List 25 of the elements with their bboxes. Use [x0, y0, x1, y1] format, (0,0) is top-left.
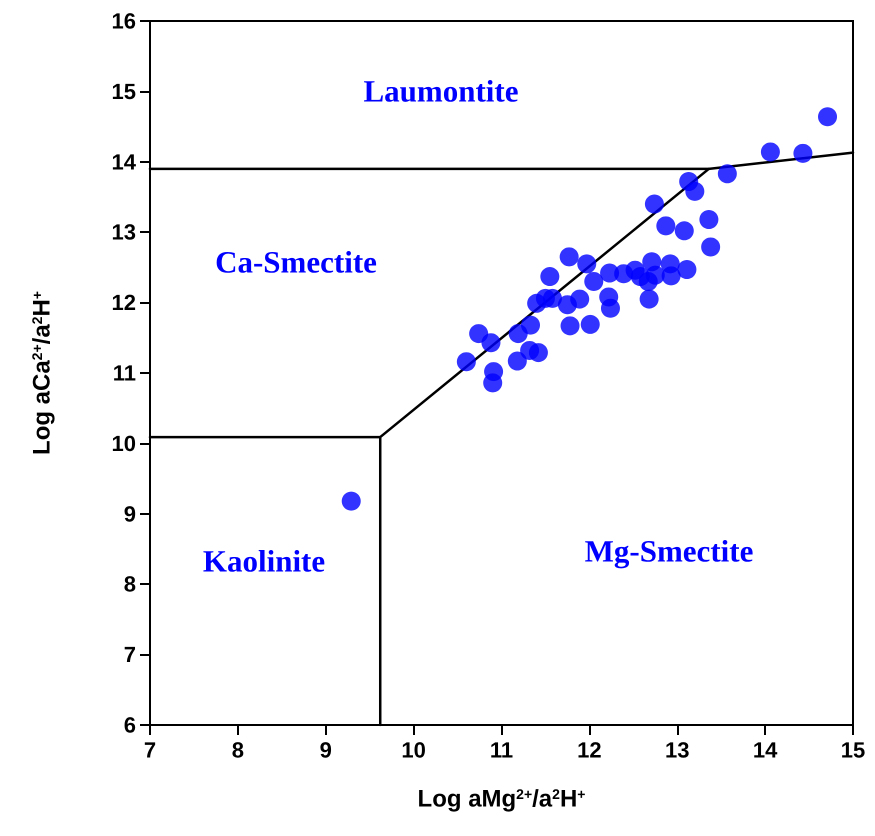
y-axis-title: Log aCa2+/a2H+: [28, 291, 56, 455]
y-tick-label: 11: [112, 360, 136, 386]
x-tick-label: 15: [840, 738, 866, 762]
y-tick-label: 10: [112, 430, 136, 456]
y-tick-label: 8: [124, 572, 136, 597]
x-tick-label: 8: [232, 738, 244, 762]
x-tick-label: 12: [577, 738, 602, 762]
y-tick-label: 6: [124, 712, 136, 738]
y-tick-label: 7: [124, 642, 136, 668]
annotation: Kaolinite: [202, 544, 326, 578]
y-tick-label: 16: [112, 8, 136, 34]
x-tick-label: 9: [320, 738, 332, 762]
x-tick-label: 10: [401, 738, 426, 762]
y-tick-label: 15: [112, 78, 136, 104]
x-tick-label: 14: [752, 738, 778, 762]
y-tick-label: 12: [112, 290, 136, 316]
x-tick-label: 13: [665, 738, 690, 762]
annotation: Ca-Smectite: [215, 244, 377, 280]
y-tick-label: 9: [124, 501, 136, 526]
annotation: Laumontite: [364, 74, 518, 108]
x-tick-label: 11: [490, 738, 514, 762]
y-tick-label: 13: [112, 220, 136, 245]
x-tick-label: 7: [144, 738, 156, 762]
annotation: Mg-Smectite: [584, 534, 754, 568]
y-tick-label: 14: [112, 149, 137, 174]
